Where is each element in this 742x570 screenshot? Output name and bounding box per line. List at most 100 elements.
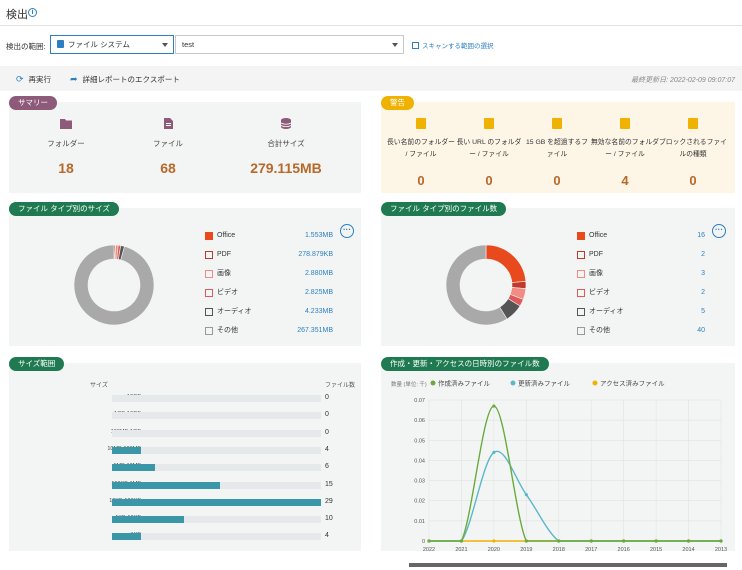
legend-label[interactable]: アクセス済みファイル <box>600 379 665 388</box>
data-point[interactable] <box>427 539 431 543</box>
legend-name: PDF <box>217 251 231 258</box>
invalid-name-icon <box>620 118 630 129</box>
x-tick-label: 2018 <box>553 547 565 553</box>
more-options-icon[interactable]: ··· <box>712 224 726 238</box>
x-tick-label: 2014 <box>682 547 694 553</box>
legend-label[interactable]: 作成済みファイル <box>438 379 491 388</box>
rerun-label: 再実行 <box>28 75 52 84</box>
legend-name: オーディオ <box>217 308 252 315</box>
size-range-row: 10MB-100MB4 <box>107 445 352 454</box>
donut-slice-5[interactable] <box>445 244 508 326</box>
data-point[interactable] <box>654 539 658 543</box>
data-point[interactable] <box>686 539 691 543</box>
size-range-row: 1KB-10KB10 <box>112 514 352 524</box>
x-tick-label: 2016 <box>618 547 630 553</box>
y-tick-label: 0.04 <box>414 458 425 464</box>
data-point[interactable] <box>557 539 561 543</box>
legend-item: ビデオ 2 <box>577 287 705 299</box>
size-range-row: <1KB4 <box>112 531 352 541</box>
toolbar: ⟳ 再実行 ➦ 詳細レポートのエクスポート 最終更新日: 2022-02-09 09… <box>0 66 742 91</box>
y-axis-label: 数量 (単位: 千) <box>391 380 427 388</box>
warning-invalid-name: 無効な名前のフォルダー / ファイル 4 <box>591 118 659 188</box>
size-by-type-donut <box>73 244 155 326</box>
size-range-count: 15 <box>325 480 333 488</box>
data-point[interactable] <box>524 539 528 543</box>
legend-value[interactable]: 2.880MB <box>304 270 333 277</box>
warning-value: 4 <box>621 173 629 188</box>
warning-long-name: 長い名前のフォルダー / ファイル 0 <box>387 118 455 188</box>
data-point[interactable] <box>622 539 626 543</box>
data-point[interactable] <box>459 539 464 543</box>
info-icon[interactable]: i <box>28 8 37 17</box>
export-label: 詳細レポートのエクスポート <box>82 75 180 84</box>
folder-icon <box>60 119 72 129</box>
data-point[interactable] <box>719 539 723 543</box>
size-range-bar[interactable] <box>112 533 141 541</box>
legend-value[interactable]: 5 <box>701 308 705 315</box>
rerun-button[interactable]: ⟳ 再実行 <box>16 74 51 85</box>
size-range-bar[interactable] <box>112 498 321 506</box>
warning-label: 15 GB を超過するファイル <box>526 139 588 158</box>
legend-item: Office 16 <box>577 230 705 242</box>
page-header: 検出 i <box>0 0 742 26</box>
donut-slice-5[interactable] <box>73 244 155 326</box>
legend-value[interactable]: 3 <box>701 270 705 277</box>
data-point[interactable] <box>589 539 593 543</box>
data-point[interactable] <box>524 493 528 497</box>
size-range-bar[interactable] <box>112 516 185 524</box>
legend-dot <box>510 380 516 386</box>
date-chart-badge: 作成・更新・アクセスの日時別のファイル数 <box>381 357 549 371</box>
pdf-icon <box>577 251 585 259</box>
legend-value[interactable]: 2.825MB <box>304 289 333 296</box>
size-range-track <box>112 533 321 541</box>
legend-label[interactable]: 更新済みファイル <box>518 379 571 388</box>
size-range-bars: >10GB0 1GB-10GB0 100MB-1GB0 10MB-100MB4 1MB-… <box>107 393 352 543</box>
legend-value[interactable]: 16 <box>697 232 705 239</box>
legend-value[interactable]: 278.879KB <box>298 251 333 258</box>
size-range-bar[interactable] <box>112 464 156 472</box>
long-url-icon <box>484 118 494 129</box>
legend-value[interactable]: 2 <box>701 251 705 258</box>
refresh-icon: ⟳ <box>16 74 24 84</box>
data-point[interactable] <box>492 450 496 454</box>
size-range-count: 4 <box>325 532 329 540</box>
warning-label: 長い URL のフォルダー / ファイル <box>456 139 522 158</box>
size-range-count: 6 <box>325 463 329 471</box>
pdf-icon <box>205 251 213 259</box>
scope-type-value: ファイル システム <box>68 40 130 49</box>
office-icon <box>205 232 213 240</box>
size-range-track <box>112 446 321 454</box>
size-range-row: 100KB-1MB15 <box>111 480 352 489</box>
size-range-bar[interactable] <box>112 446 141 454</box>
warning-badge: 警告 <box>381 96 414 110</box>
more-options-icon[interactable]: ··· <box>340 224 354 238</box>
legend-value[interactable]: 1.553MB <box>304 232 333 239</box>
legend-value[interactable]: 4.233MB <box>304 308 333 315</box>
scope-type-dropdown[interactable]: ファイル システム <box>50 35 174 54</box>
scope-path-dropdown[interactable]: test <box>175 35 404 54</box>
x-tick-label: 2022 <box>423 547 435 553</box>
data-point[interactable] <box>492 539 496 543</box>
size-by-type-legend: Office 1.553MB PDF 278.879KB 画像 2.880MB ビデオ 2.8… <box>205 230 333 340</box>
legend-value[interactable]: 40 <box>697 327 705 334</box>
size-range-bar[interactable] <box>112 481 221 489</box>
export-arrow-icon: ➦ <box>70 74 78 84</box>
warning-value: 0 <box>689 173 697 188</box>
legend-name: オーディオ <box>589 308 624 315</box>
data-point[interactable] <box>492 404 496 408</box>
legend-value[interactable]: 267.351MB <box>297 327 333 334</box>
horizontal-scrollbar[interactable] <box>409 563 727 567</box>
count-by-type-legend: Office 16 PDF 2 画像 3 ビデオ 2 オーディオ 5 その他 40 <box>577 230 705 340</box>
legend-value[interactable]: 2 <box>701 289 705 296</box>
select-scan-scope-link[interactable]: スキャンする範囲の選択 <box>412 40 494 50</box>
summary-folders: フォルダー 18 <box>11 118 121 176</box>
warning-blocked-type: ブロックされるファイルの種類 0 <box>659 118 727 188</box>
export-report-button[interactable]: ➦ 詳細レポートのエクスポート <box>70 74 180 85</box>
warning-card: 長い名前のフォルダー / ファイル 0 長い URL のフォルダー / ファイル… <box>381 102 735 193</box>
y-tick-label: 0 <box>422 539 425 545</box>
x-tick-label: 2019 <box>520 547 532 553</box>
y-tick-label: 0.07 <box>414 398 425 404</box>
size-range-count: 10 <box>325 515 333 523</box>
donut-slice-0[interactable] <box>485 244 527 283</box>
legend-item: 画像 2.880MB <box>205 268 333 280</box>
